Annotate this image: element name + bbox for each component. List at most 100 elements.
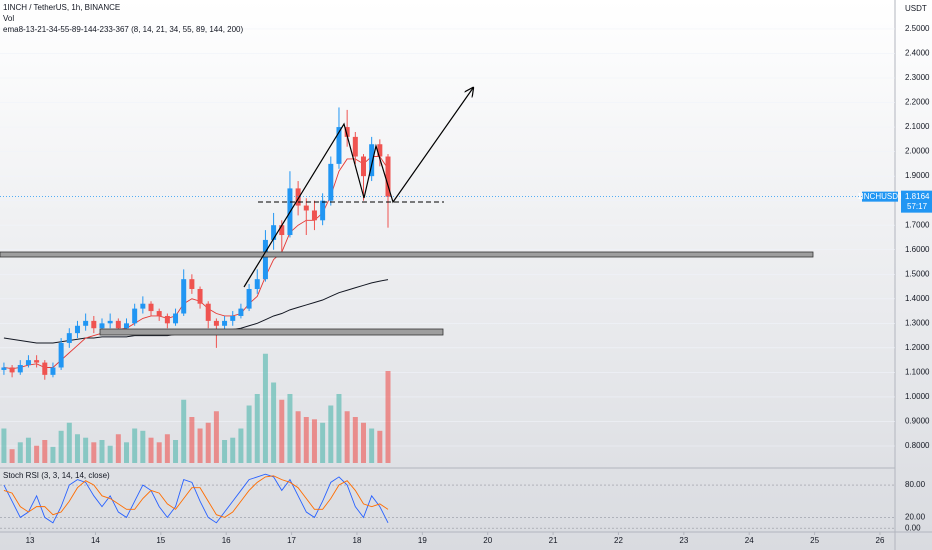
indicator-label: ema8-13-21-34-55-89-144-233-367 (8, 14, … <box>3 25 244 34</box>
x-tick-label: 13 <box>26 536 35 545</box>
symbol-tag-bg <box>862 191 898 202</box>
candle-body <box>17 365 23 373</box>
x-tick-label: 19 <box>418 536 427 545</box>
candle-body <box>197 288 203 304</box>
candle-body <box>25 360 31 366</box>
candle-body <box>230 315 236 321</box>
volume-bar <box>189 417 195 463</box>
candle-body <box>42 362 48 375</box>
volume-bar <box>279 399 285 463</box>
candle-body <box>50 367 56 375</box>
stoch-tick-label: 0.00 <box>905 523 921 532</box>
candle-body <box>148 303 154 312</box>
volume-bar <box>230 437 236 463</box>
x-tick-label: 17 <box>287 536 296 545</box>
volume-bar <box>205 422 211 463</box>
symbol-tag: 1INCHUSDT <box>857 192 903 201</box>
volume-bar <box>181 399 187 463</box>
volume-bar <box>369 428 375 463</box>
candle-body <box>213 320 219 326</box>
plot: 0.8000 0.9000 1.0000 1.1000 1.2000 1.3000 1.40… <box>0 24 930 545</box>
candle-body <box>222 320 228 326</box>
volume-bar <box>238 428 244 463</box>
candle-body <box>336 127 342 164</box>
candle-body <box>91 320 97 329</box>
candle-body <box>173 313 179 324</box>
volume-bar <box>107 445 113 463</box>
x-tick-label: 18 <box>353 536 362 545</box>
y-tick-label: 2.0000 <box>905 147 930 156</box>
volume-bar <box>336 394 342 463</box>
candle-body <box>385 156 391 197</box>
volume-bar <box>213 411 219 463</box>
volume-bar <box>9 449 15 463</box>
volume-bar <box>83 437 89 463</box>
candle-body <box>107 320 113 324</box>
candle-body <box>262 239 268 280</box>
y-tick-label: 2.3000 <box>905 73 930 82</box>
candle-body <box>34 360 40 363</box>
candle-body <box>271 225 277 240</box>
volume-bar <box>156 442 162 463</box>
candle-body <box>205 303 211 321</box>
y-tick-label: 1.3000 <box>905 318 930 327</box>
volume-bar <box>385 371 391 463</box>
volume-bar <box>148 437 154 463</box>
volume-bar <box>360 422 366 463</box>
volume-bar <box>303 417 309 463</box>
candle-body <box>246 288 252 309</box>
volume-bar <box>17 442 23 463</box>
pattern-drawing <box>243 88 473 288</box>
y-tick-label: 0.8000 <box>905 441 930 450</box>
y-tick-label: 1.7000 <box>905 220 930 229</box>
candle-body <box>303 205 309 211</box>
volume-bar <box>99 440 105 463</box>
candle-body <box>279 225 285 236</box>
y-tick-label: 1.9000 <box>905 171 930 180</box>
x-tick-label: 14 <box>91 536 100 545</box>
volume-bar <box>328 405 334 463</box>
volume-bar <box>344 411 350 463</box>
price-tag-bg <box>901 190 932 213</box>
candle-body <box>320 200 326 221</box>
x-tick-label: 21 <box>549 536 558 545</box>
candle-body <box>311 210 317 221</box>
candle-body <box>164 315 170 324</box>
volume-bar <box>91 442 97 463</box>
volume-bar <box>173 440 179 463</box>
volume-bar <box>124 442 130 463</box>
candle-body <box>181 279 187 314</box>
volume-bar <box>311 419 317 463</box>
volume-bar <box>271 382 277 463</box>
y-tick-label: 1.6000 <box>905 245 930 254</box>
volume-bar <box>246 405 252 463</box>
candle-body <box>9 367 15 373</box>
y-tick-label: 1.5000 <box>905 269 930 278</box>
x-tick-label: 20 <box>483 536 492 545</box>
volume-bar <box>66 422 72 463</box>
volume-bar <box>25 437 31 463</box>
candle-body <box>66 333 72 343</box>
candle-body <box>156 311 162 316</box>
countdown: 57:17 <box>907 202 928 211</box>
volume-bar <box>140 430 146 463</box>
volume-bar <box>34 445 40 463</box>
volume-label: Vol <box>3 14 14 23</box>
volume-bar <box>50 446 56 463</box>
support-zone <box>99 328 444 336</box>
candle-body <box>74 325 80 334</box>
volume-bar <box>74 434 80 463</box>
candle-body <box>58 342 64 368</box>
volume-bar <box>287 394 293 463</box>
stoch-tick-label: 80.00 <box>905 480 926 489</box>
price-tag: 1.8164 <box>905 192 930 201</box>
candle-body <box>189 279 195 289</box>
candle-body <box>360 156 366 177</box>
candle-body <box>352 136 358 157</box>
stoch-k-line <box>3 473 389 524</box>
candle-body <box>295 188 301 206</box>
volume-bar <box>115 434 121 463</box>
x-tick-label: 23 <box>679 536 688 545</box>
candle-body <box>369 144 375 177</box>
chart-title: 1INCH / TetherUS, 1h, BINANCE <box>3 3 120 12</box>
